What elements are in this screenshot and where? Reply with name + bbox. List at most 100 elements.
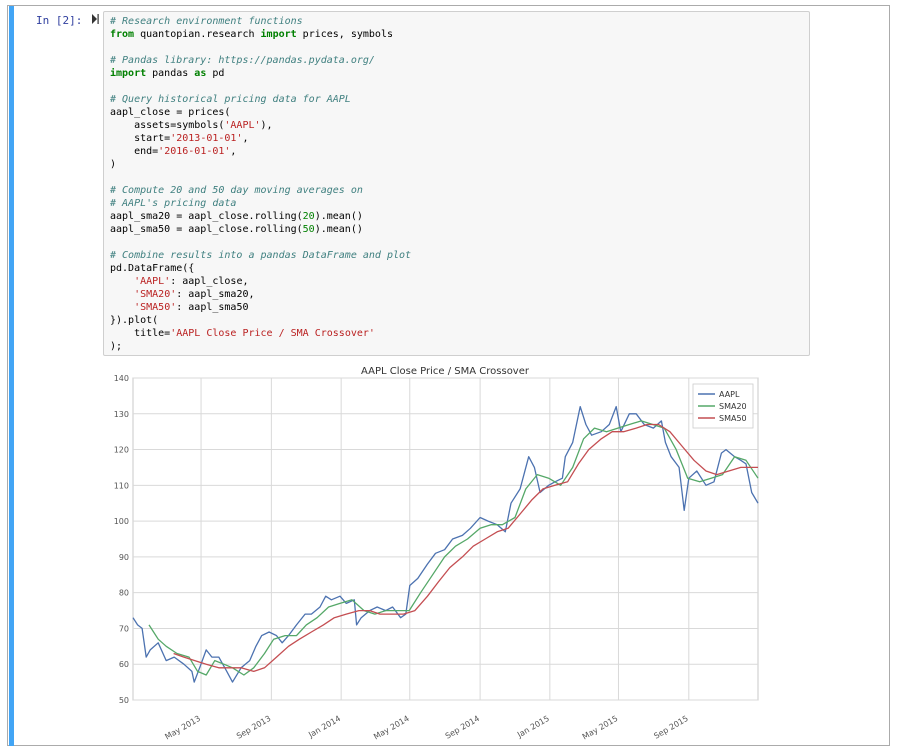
plot-area <box>132 377 759 701</box>
code-line[interactable] <box>110 41 411 54</box>
code-editor[interactable]: # Research environment functions from qua… <box>103 11 810 356</box>
legend-label: SMA20 <box>719 402 747 411</box>
code-token: ).mean() <box>314 211 363 222</box>
code-token: as <box>194 68 207 79</box>
code-line[interactable]: aapl_close = prices( <box>110 106 411 119</box>
y-tick-label: 120 <box>114 446 129 455</box>
code-token: , <box>242 133 249 144</box>
code-line[interactable]: # Compute 20 and 50 day moving averages … <box>110 184 411 197</box>
code-line[interactable]: start='2013-01-01', <box>110 132 411 145</box>
legend-label: AAPL <box>719 390 740 399</box>
code-line[interactable]: pd.DataFrame({ <box>110 262 411 275</box>
code-line[interactable]: 'SMA20': aapl_sma20, <box>110 288 411 301</box>
code-token: # Query historical pricing data for AAPL <box>110 94 351 105</box>
series-line-sma50 <box>173 423 758 673</box>
code-token: # Compute 20 and 50 day moving averages … <box>110 185 363 196</box>
code-token: end= <box>110 146 159 157</box>
code-token: ) <box>110 159 117 170</box>
code-token: import <box>260 29 297 40</box>
code-line[interactable]: # AAPL's pricing data <box>110 197 411 210</box>
run-cell-icon[interactable] <box>91 13 99 25</box>
code-token: aapl_sma20 = aapl_close.rolling( <box>110 211 303 222</box>
code-token: start= <box>110 133 171 144</box>
x-tick-label: Jan 2015 <box>515 714 551 740</box>
code-token: 'AAPL' <box>134 276 171 287</box>
code-line[interactable]: # Research environment functions <box>110 15 411 28</box>
code-token: '2016-01-01' <box>158 146 231 157</box>
code-line[interactable]: end='2016-01-01', <box>110 145 411 158</box>
x-tick-label: May 2013 <box>163 714 202 742</box>
x-tick-label: May 2014 <box>372 714 411 742</box>
code-token: # Combine results into a pandas DataFram… <box>110 250 412 261</box>
code-token <box>110 276 134 287</box>
code-token <box>110 302 134 313</box>
code-token <box>110 289 134 300</box>
code-token: }).plot( <box>110 315 159 326</box>
code-line[interactable] <box>110 171 411 184</box>
code-line[interactable]: 'AAPL': aapl_close, <box>110 275 411 288</box>
code-token: 20 <box>302 211 315 222</box>
code-content[interactable]: # Research environment functions from qua… <box>110 15 411 353</box>
code-token: prices, symbols <box>296 29 393 40</box>
code-line[interactable]: # Query historical pricing data for AAPL <box>110 93 411 106</box>
code-line[interactable]: import pandas as pd <box>110 67 411 80</box>
code-token: pd.DataFrame({ <box>110 263 195 274</box>
code-line[interactable]: ) <box>110 158 411 171</box>
code-token: 'SMA50' <box>134 302 177 313</box>
y-tick-label: 90 <box>119 553 129 562</box>
code-line[interactable] <box>110 236 411 249</box>
x-tick-label: Sep 2014 <box>444 714 481 741</box>
code-line[interactable]: aapl_sma20 = aapl_close.rolling(20).mean… <box>110 210 411 223</box>
x-tick-label: May 2015 <box>581 714 620 742</box>
code-token: assets=symbols( <box>110 120 225 131</box>
code-token: '2013-01-01' <box>170 133 243 144</box>
code-token: quantopian.research <box>134 29 261 40</box>
code-line[interactable]: title='AAPL Close Price / SMA Crossover' <box>110 327 411 340</box>
code-line[interactable]: }).plot( <box>110 314 411 327</box>
code-line[interactable]: ); <box>110 340 411 353</box>
code-token: 'SMA20' <box>134 289 177 300</box>
line-chart: AAPL Close Price / SMA Crossover 50 60 70 8… <box>114 366 759 742</box>
cell-selection-indicator <box>9 6 14 746</box>
y-tick-label: 100 <box>114 517 129 526</box>
code-token: aapl_sma50 = aapl_close.rolling( <box>110 224 303 235</box>
code-token: 'AAPL Close Price / SMA Crossover' <box>170 328 375 339</box>
code-line[interactable]: 'SMA50': aapl_sma50 <box>110 301 411 314</box>
code-token: 50 <box>302 224 315 235</box>
input-prompt: In [2]: <box>36 14 83 27</box>
code-line[interactable]: assets=symbols('AAPL'), <box>110 119 411 132</box>
chart-legend: AAPL SMA20 SMA50 <box>692 383 754 429</box>
code-token: 'AAPL' <box>224 120 261 131</box>
output-area: AAPL Close Price / SMA Crossover 50 60 70 8… <box>103 362 763 742</box>
chart-title: AAPL Close Price / SMA Crossover <box>361 366 530 377</box>
x-tick-label: Sep 2015 <box>652 714 689 741</box>
code-token: # Pandas library: https://pandas.pydata.… <box>110 55 375 66</box>
code-token: from <box>110 29 135 40</box>
y-tick-label: 110 <box>114 481 129 490</box>
code-line[interactable] <box>110 80 411 93</box>
code-token: , <box>230 146 237 157</box>
code-token: # Research environment functions <box>110 16 303 27</box>
code-line[interactable]: from quantopian.research import prices, … <box>110 28 411 41</box>
code-token: aapl_close = prices( <box>110 107 231 118</box>
y-tick-label: 70 <box>119 624 129 633</box>
code-token: : aapl_sma50 <box>176 302 249 313</box>
y-tick-label: 140 <box>114 374 129 383</box>
code-token: pd <box>206 68 225 79</box>
x-tick-label: Sep 2013 <box>235 714 272 741</box>
code-token: import <box>110 68 147 79</box>
code-token: ); <box>110 341 123 352</box>
code-token: ).mean() <box>314 224 363 235</box>
x-tick-label: Jan 2014 <box>306 714 342 740</box>
y-tick-label: 60 <box>119 660 129 669</box>
code-token: pandas <box>146 68 195 79</box>
code-token: ), <box>260 120 273 131</box>
code-line[interactable]: aapl_sma50 = aapl_close.rolling(50).mean… <box>110 223 411 236</box>
legend-label: SMA50 <box>719 414 747 423</box>
y-tick-label: 80 <box>119 589 129 598</box>
code-token: # AAPL's pricing data <box>110 198 237 209</box>
y-tick-label: 50 <box>119 696 129 705</box>
code-line[interactable]: # Pandas library: https://pandas.pydata.… <box>110 54 411 67</box>
y-tick-label: 130 <box>114 410 129 419</box>
code-line[interactable]: # Combine results into a pandas DataFram… <box>110 249 411 262</box>
